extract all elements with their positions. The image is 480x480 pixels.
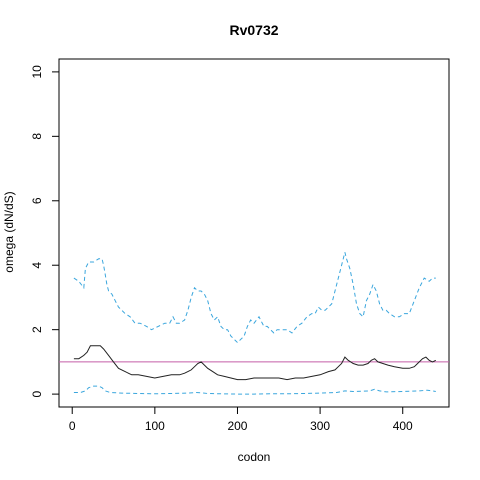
chart-title: Rv0732	[229, 22, 278, 38]
y-tick-label: 10	[30, 65, 44, 79]
y-tick-label: 4	[30, 262, 44, 269]
y-tick-label: 2	[30, 326, 44, 333]
y-tick-label: 6	[30, 197, 44, 204]
x-tick-label: 0	[69, 419, 76, 433]
y-tick-label: 0	[30, 390, 44, 397]
series-line-estimate	[73, 345, 437, 381]
x-axis-label: codon	[238, 450, 271, 464]
y-tick-label: 8	[30, 133, 44, 140]
x-tick-label: 300	[310, 419, 330, 433]
series-line-lower	[73, 385, 436, 395]
series-line-upper	[73, 252, 436, 344]
plot-frame	[58, 58, 450, 408]
x-tick-label: 200	[227, 419, 247, 433]
x-tick-label: 100	[145, 419, 165, 433]
y-axis-label: omega (dN/dS)	[2, 191, 16, 272]
x-tick-label: 400	[393, 419, 413, 433]
